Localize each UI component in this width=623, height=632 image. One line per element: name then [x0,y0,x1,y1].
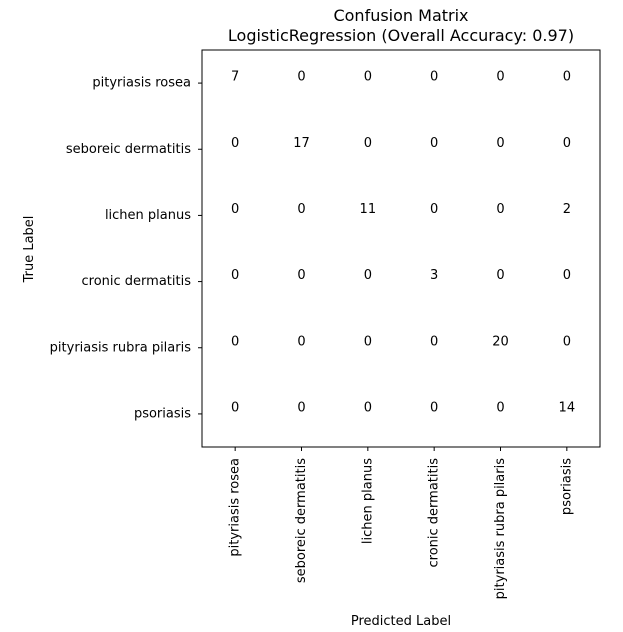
matrix-cell [268,380,335,447]
cell-value-label: 0 [364,136,372,151]
matrix-cell [268,50,335,117]
cell-value-label: 0 [430,136,438,151]
matrix-cell [334,50,401,117]
matrix-cell [467,314,534,381]
matrix-cell [334,116,401,183]
cell-value-label: 17 [293,136,310,151]
x-tick-label: lichen planus [360,458,375,544]
cell-value-label: 0 [231,400,239,415]
cell-value-label: 14 [559,400,576,415]
matrix-cell [268,116,335,183]
chart-subtitle: LogisticRegression (Overall Accuracy: 0.… [228,26,574,45]
matrix-cell [334,248,401,315]
x-tick-label: psoriasis [559,458,574,515]
cell-value-label: 0 [430,70,438,85]
matrix-cell [202,314,269,381]
cell-value-label: 0 [496,268,504,283]
x-tick-label: pityriasis rubra pilaris [493,458,508,600]
matrix-cell [202,116,269,183]
plot-area-frame [201,49,601,448]
matrix-cell [401,50,468,117]
matrix-cell [202,50,269,117]
cell-value-label: 0 [231,136,239,151]
matrix-cell [202,380,269,447]
cell-value-label: 0 [231,268,239,283]
x-tick-label: cronic dermatitis [427,458,442,568]
cell-value-label: 0 [297,70,305,85]
cell-value-label: 0 [297,202,305,217]
matrix-cell [533,380,600,447]
x-tick-label: seboreic dermatitis [294,458,309,583]
cell-value-label: 0 [496,400,504,415]
matrix-cell [334,182,401,249]
y-tick-label: psoriasis [134,406,191,421]
matrix-cell [533,116,600,183]
chart-title: Confusion Matrix [333,6,468,25]
cell-value-label: 20 [492,334,509,349]
cell-value-label: 0 [430,202,438,217]
matrix-cell [202,248,269,315]
cell-value-label: 0 [430,400,438,415]
x-tick-label: pityriasis rosea [228,458,243,557]
y-tick-label: pityriasis rubra pilaris [50,340,192,355]
y-tick-label: lichen planus [105,208,191,223]
matrix-cell [268,314,335,381]
cell-value-label: 0 [297,334,305,349]
matrix-cell [467,182,534,249]
matrix-cell [401,182,468,249]
cell-value-label: 0 [364,268,372,283]
cell-value-label: 0 [563,70,571,85]
cell-value-label: 0 [563,334,571,349]
cell-value-label: 0 [496,202,504,217]
matrix-cell [401,116,468,183]
cell-value-label: 0 [563,268,571,283]
matrix-cell [268,248,335,315]
cell-value-label: 0 [364,334,372,349]
cell-value-label: 0 [231,202,239,217]
cell-value-label: 11 [360,202,377,217]
matrix-cell [268,182,335,249]
matrix-cell [401,314,468,381]
matrix-cell [467,50,534,117]
cell-value-label: 2 [563,202,571,217]
cell-value-label: 0 [496,136,504,151]
y-axis-label: True Label [22,216,37,284]
cell-value-label: 0 [364,400,372,415]
matrix-cell [533,182,600,249]
matrix-cell [533,50,600,117]
cell-value-label: 7 [231,70,239,85]
matrix-cell [401,248,468,315]
matrix-cell [533,314,600,381]
matrix-cell [401,380,468,447]
matrix-cells: 7 0 0 0 0 00 17 0 0 0 00 0 11 0 0 20 0 0 3 0 00 0 0 0 20 00 0 0 0 0 14 [202,50,600,447]
cell-value-label: 0 [297,400,305,415]
cell-value-label: 0 [496,70,504,85]
y-tick-label: cronic dermatitis [82,274,192,289]
x-axis-ticks: pityriasis rosea seboreic dermatitis liche… [228,447,574,600]
matrix-cell [334,380,401,447]
cell-value-label: 0 [563,136,571,151]
matrix-cell [334,314,401,381]
matrix-cell [533,248,600,315]
x-axis-label: Predicted Label [351,614,451,629]
matrix-cell [467,380,534,447]
matrix-cell [467,248,534,315]
cell-value-label: 0 [430,334,438,349]
cell-value-label: 0 [297,268,305,283]
y-tick-label: seboreic dermatitis [66,142,191,157]
cell-value-label: 3 [430,268,438,283]
y-axis-ticks: pityriasis rosea seboreic dermatitis liche… [50,76,202,421]
cell-value-label: 0 [364,70,372,85]
matrix-cell [467,116,534,183]
matrix-cell [202,182,269,249]
y-tick-label: pityriasis rosea [92,76,191,91]
cell-value-label: 0 [231,334,239,349]
